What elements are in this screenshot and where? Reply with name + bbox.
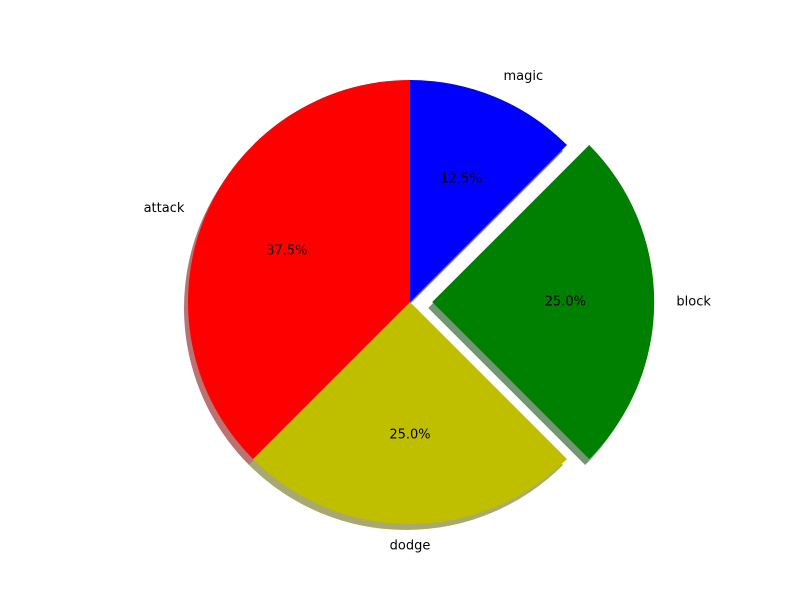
slice-layer [187, 80, 655, 525]
slice-label-magic: magic [504, 69, 544, 84]
pie-slice-attack [187, 80, 410, 459]
pie-slice-dodge [253, 302, 567, 525]
slice-percent-dodge: 25.0% [389, 428, 430, 443]
label-layer: magic 12.5% block 25.0% dodge 25.0% attack 37.5… [144, 69, 712, 554]
pie-slice-magic [410, 80, 567, 302]
slice-percent-magic: 12.5% [440, 171, 481, 186]
slice-percent-attack: 37.5% [266, 244, 307, 259]
slice-label-block: block [676, 295, 711, 310]
slice-percent-block: 25.0% [545, 295, 586, 310]
slice-label-attack: attack [144, 201, 185, 216]
slice-label-dodge: dodge [390, 539, 431, 554]
pie-slice-block [432, 145, 655, 459]
